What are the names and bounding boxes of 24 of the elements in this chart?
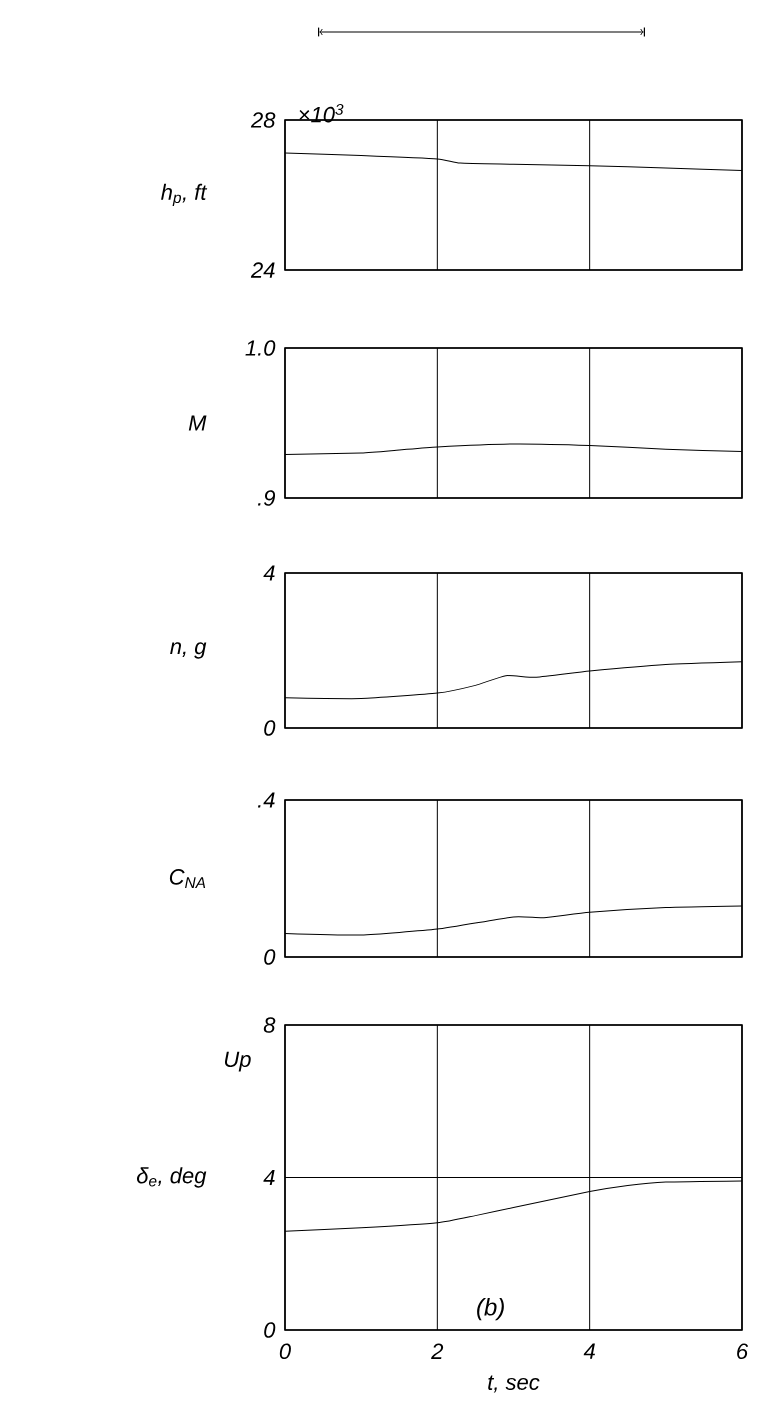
y-axis-title: C$_{NA}$ [169, 869, 206, 888]
x-tick-label: 4 [583, 1343, 595, 1359]
y-tick-label: 0 [264, 1322, 276, 1338]
y-tick-label: 24 [250, 262, 275, 278]
y-tick-label: .4 [257, 792, 275, 808]
y-tick-label: 0 [264, 949, 276, 965]
text: Up [224, 1051, 251, 1072]
y-tick-label: 28 [250, 112, 276, 128]
y-tick-label: .9 [257, 490, 276, 506]
y-axis-title: M [188, 415, 207, 431]
x-axis-title: t, sec [488, 1375, 540, 1393]
x-tick-label: 0 [279, 1343, 291, 1360]
y-tick-label: 8 [263, 1017, 276, 1033]
annotation: ×10$^{3}$ [299, 103, 344, 123]
y-tick-label: 4 [263, 1169, 275, 1186]
y-tick-label: 4 [263, 565, 275, 581]
annotation: (b) [477, 1297, 504, 1321]
y-axis-title: n, g [170, 642, 207, 659]
y-axis-title: δ$_{e}$, deg [136, 1167, 207, 1188]
x-tick-label: 6 [737, 1343, 749, 1360]
y-tick-label: 0 [264, 720, 276, 736]
y-tick-label: 1.0 [245, 340, 276, 356]
x-tick-label: 2 [431, 1343, 444, 1359]
y-axis-title: h$_{p}$, ft [161, 183, 208, 207]
